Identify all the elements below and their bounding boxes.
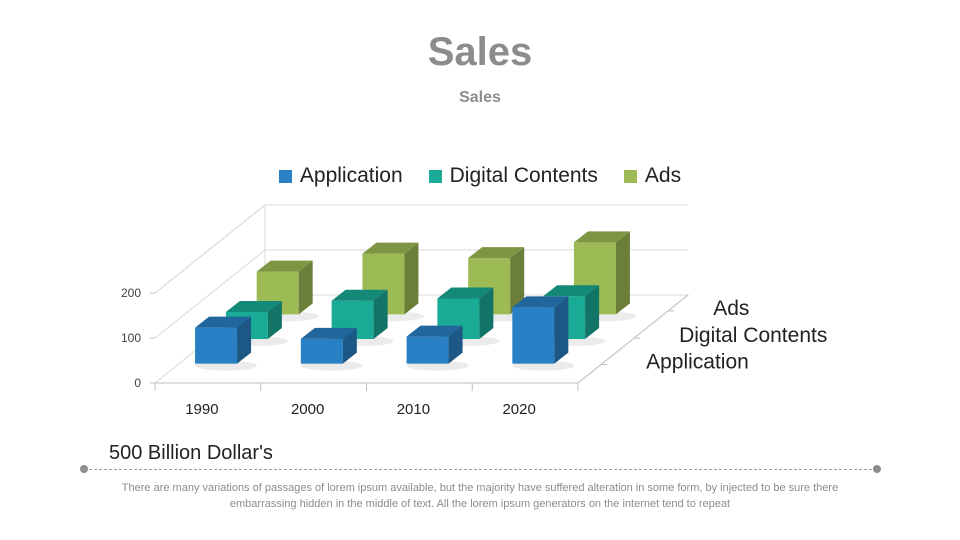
bar-front-face xyxy=(195,327,238,364)
slide-title: Sales xyxy=(427,30,533,74)
depth-label-ads: Ads xyxy=(713,297,749,320)
depth-label-digital-contents: Digital Contents xyxy=(679,324,827,347)
legend-swatch-ads xyxy=(623,169,637,183)
legend-item-application: Application xyxy=(278,164,403,188)
bar-top-face xyxy=(406,325,463,337)
bar-top-face xyxy=(573,231,630,243)
divider-dot-right xyxy=(873,465,881,473)
side-gridline xyxy=(154,204,266,294)
bar-side-face xyxy=(615,231,630,315)
bar-application-2020 xyxy=(512,296,575,371)
chart-plot-area: 0 100 200 1990 2000 2010 2020 Application Digita… xyxy=(121,204,827,418)
y-tick-label-0: 0 xyxy=(134,376,141,390)
bar-application-2010 xyxy=(406,325,469,371)
legend-item-ads: Ads xyxy=(623,164,682,188)
bar-front-face xyxy=(512,307,555,364)
legend-label-digital-contents: Digital Contents xyxy=(449,164,598,187)
depth-axis-line xyxy=(577,294,689,384)
bar-side-face xyxy=(267,301,282,339)
bar-top-face xyxy=(331,289,388,301)
bar-side-face xyxy=(448,325,463,364)
bar-side-face xyxy=(554,296,569,364)
divider-line xyxy=(84,469,877,470)
bar-top-face xyxy=(225,301,282,312)
x-tick-label-2010: 2010 xyxy=(397,401,430,418)
x-tick-label-2020: 2020 xyxy=(502,401,535,418)
bar-top-face xyxy=(468,247,525,259)
legend-swatch-application xyxy=(278,169,292,183)
bar-side-face xyxy=(373,289,388,339)
legend-label-ads: Ads xyxy=(644,164,682,187)
bar-side-face xyxy=(404,242,419,315)
legend-label-application: Application xyxy=(299,164,403,187)
bar-front-face xyxy=(406,336,449,364)
bar-top-face xyxy=(256,260,313,272)
bar-side-face xyxy=(479,287,494,339)
bar-top-face xyxy=(437,287,494,299)
x-tick-label-2000: 2000 xyxy=(291,401,324,418)
y-tick-label-100: 100 xyxy=(121,331,141,345)
slide-subtitle: Sales xyxy=(459,89,501,106)
bar-application-2000 xyxy=(300,327,363,371)
side-gridline xyxy=(154,249,266,339)
legend-item-digital-contents: Digital Contents xyxy=(428,164,598,188)
bar-top-face xyxy=(543,285,600,297)
y-tick-label-200: 200 xyxy=(121,286,141,300)
legend-swatch-digital-contents xyxy=(428,169,442,183)
bar-side-face xyxy=(585,285,600,339)
bar-top-face xyxy=(362,242,419,254)
bar-top-face xyxy=(300,327,357,339)
bar-side-face xyxy=(298,260,313,315)
bar-side-face xyxy=(510,247,525,315)
bar-application-1990 xyxy=(195,316,258,371)
body-paragraph: There are many variations of passages of… xyxy=(121,482,839,510)
bar-side-face xyxy=(342,327,357,364)
bar-top-face xyxy=(195,316,252,328)
bar-side-face xyxy=(237,316,252,364)
x-tick-label-1990: 1990 xyxy=(185,401,218,418)
chart-legend: Application Digital Contents Ads xyxy=(0,164,960,188)
caption-text: 500 Billion Dollar's xyxy=(109,442,273,464)
depth-label-application: Application xyxy=(646,351,749,374)
bar-front-face xyxy=(300,338,343,364)
bar-top-face xyxy=(512,296,569,308)
